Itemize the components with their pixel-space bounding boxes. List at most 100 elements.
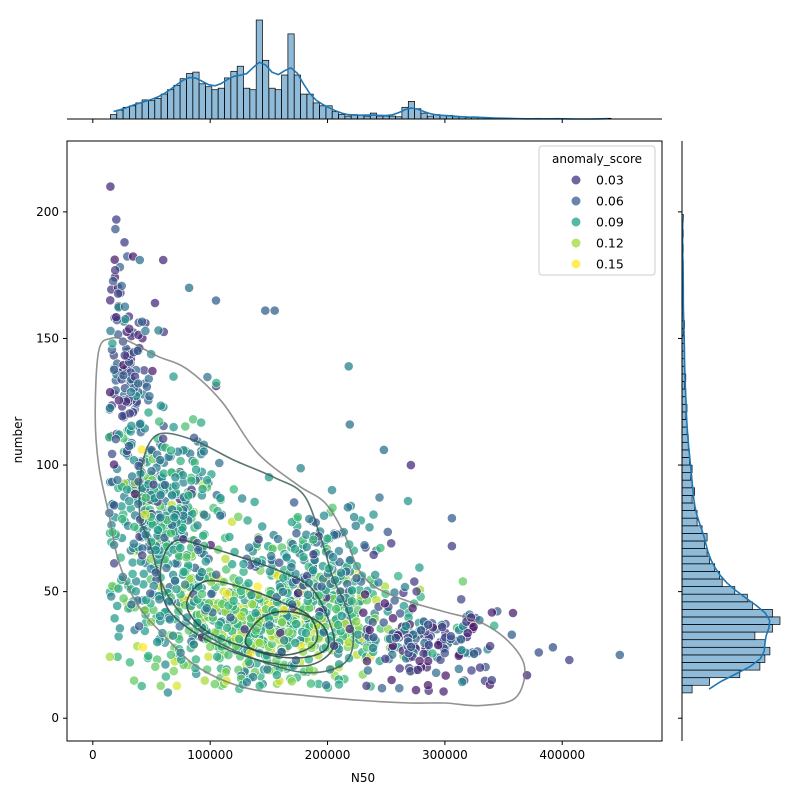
marginal-y-bar: [681, 540, 705, 549]
marginal-x-bar: [249, 89, 257, 120]
scatter-point: [351, 573, 362, 584]
scatter-point: [193, 545, 204, 555]
scatter-point: [180, 579, 190, 590]
legend-label: 0.06: [596, 194, 624, 209]
y-tick-label: 0: [51, 711, 59, 725]
marginal-y-bar: [681, 631, 756, 641]
kde-contour-line: [94, 336, 526, 707]
scatter-point: [135, 419, 145, 429]
scatter-point: [171, 584, 182, 594]
scatter-point: [291, 655, 301, 666]
scatter-point: [242, 515, 253, 526]
scatter-point: [456, 634, 467, 645]
scatter-point: [414, 562, 425, 573]
scatter-point: [328, 552, 338, 562]
scatter-point: [228, 595, 239, 606]
scatter-point: [134, 621, 144, 632]
scatter-point: [411, 586, 422, 597]
scatter-point: [271, 670, 282, 680]
scatter-point: [119, 350, 130, 361]
marginal-x-bar: [255, 19, 263, 120]
kde-contour-line: [138, 432, 355, 674]
scatter-point: [183, 625, 194, 636]
scatter-point: [155, 680, 166, 691]
scatter-point: [152, 637, 163, 647]
scatter-point: [160, 659, 171, 670]
y-tick-label: 150: [36, 331, 59, 345]
scatter-point: [364, 522, 375, 533]
scatter-point: [162, 687, 173, 698]
scatter-point: [277, 586, 288, 597]
scatter-point: [188, 639, 199, 650]
scatter-point: [316, 581, 327, 592]
marginal-x-bar: [116, 109, 124, 120]
scatter-point: [164, 614, 175, 625]
scatter-point: [140, 325, 151, 336]
scatter-point: [212, 651, 223, 662]
scatter-point: [155, 611, 165, 621]
scatter-point: [166, 528, 176, 538]
scatter-point: [253, 534, 264, 545]
legend-label: 0.09: [596, 215, 624, 230]
scatter-point: [113, 583, 124, 594]
scatter-point: [377, 683, 387, 694]
scatter-point: [241, 677, 252, 688]
scatter-point: [109, 364, 119, 375]
marginal-y-bar: [681, 479, 693, 489]
scatter-point: [178, 566, 189, 577]
scatter-point: [249, 496, 260, 507]
scatter-point: [416, 625, 426, 636]
scatter-point: [108, 276, 118, 286]
scatter-point: [110, 265, 121, 276]
scatter-point: [333, 546, 344, 556]
scatter-point: [214, 458, 225, 468]
scatter-point: [155, 490, 166, 500]
scatter-point: [362, 665, 373, 676]
scatter-point: [119, 237, 130, 248]
scatter-point: [117, 411, 128, 421]
marginal-x-bar: [312, 102, 320, 120]
marginal-y-bar: [681, 525, 703, 534]
scatter-point: [375, 543, 386, 553]
marginal-x-bar: [135, 102, 143, 120]
y-tick-label: 100: [36, 458, 59, 472]
scatter-point: [427, 648, 438, 659]
scatter-point: [438, 686, 449, 697]
scatter-point: [233, 511, 244, 522]
marginal-x-bar: [110, 114, 118, 120]
scatter-point: [411, 685, 421, 695]
marginal-x-bar: [274, 89, 282, 120]
scatter-point: [244, 542, 255, 553]
scatter-point: [406, 641, 417, 652]
scatter-point: [206, 589, 217, 599]
marginal-y-bar: [681, 472, 692, 481]
marginal-y-bar: [681, 578, 723, 587]
marginal-x-bar: [268, 87, 276, 120]
scatter-point: [155, 400, 166, 411]
scatter-point: [378, 444, 389, 455]
scatter-point: [168, 371, 179, 382]
scatter-point: [277, 617, 287, 627]
scatter-point: [370, 570, 381, 580]
marginal-y-bar: [681, 677, 710, 686]
scatter-point: [368, 509, 379, 520]
scatter-point: [321, 680, 332, 691]
legend-marker: [570, 258, 582, 270]
marginal-x-bar: [129, 105, 137, 120]
scatter-point: [291, 619, 301, 629]
scatter-point: [314, 611, 325, 621]
scatter-point: [301, 542, 312, 552]
scatter-point: [169, 512, 180, 523]
scatter-point: [289, 497, 299, 508]
scatter-point: [110, 224, 121, 234]
scatter-point: [109, 613, 120, 624]
scatter-point: [126, 599, 137, 610]
marginal-x-bar: [306, 93, 314, 120]
scatter-point: [227, 559, 237, 570]
scatter-point: [113, 288, 123, 299]
scatter-point: [403, 496, 413, 506]
scatter-point: [368, 549, 379, 560]
scatter-point: [486, 607, 497, 618]
scatter-point: [247, 599, 257, 610]
scatter-point: [191, 464, 201, 475]
